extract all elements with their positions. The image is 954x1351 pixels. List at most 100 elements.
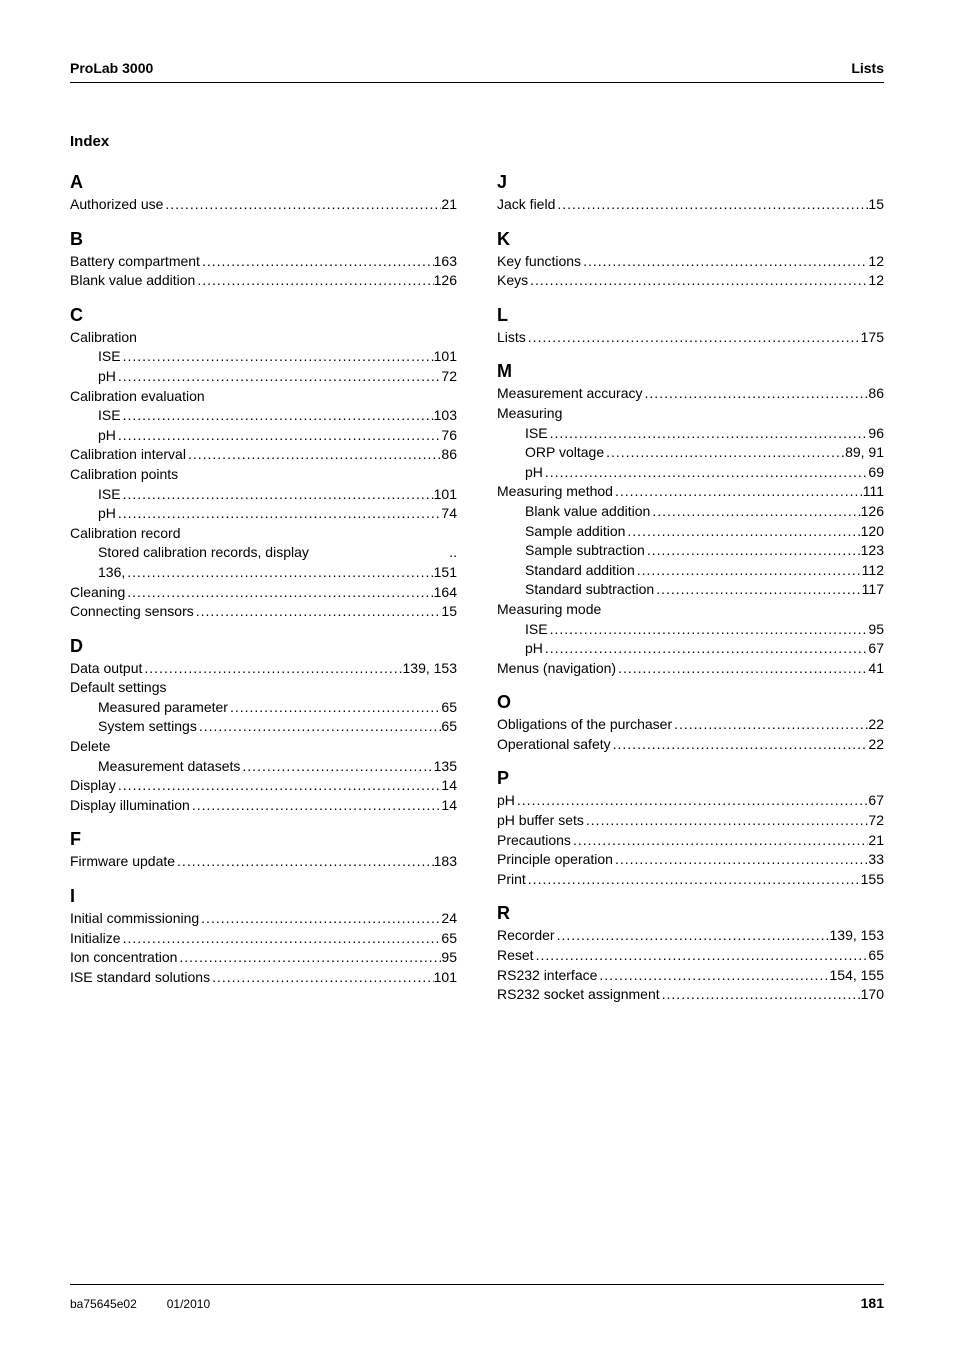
index-entry-label: Cleaning — [70, 583, 125, 603]
index-entry-dots: ........................................… — [571, 831, 868, 851]
index-entry: Calibration evaluation — [70, 387, 457, 407]
index-entry-dots: ........................................… — [526, 328, 861, 348]
index-entry-dots: ........................................… — [142, 659, 402, 679]
index-entry-page: 67 — [868, 639, 884, 659]
index-entry-page: 111 — [863, 482, 884, 502]
index-entry-dots: ........................................… — [177, 948, 441, 968]
index-entry-dots: ........................................… — [200, 252, 434, 272]
index-entry: ISE ....................................… — [70, 485, 457, 505]
index-entry-dots: ........................................… — [654, 580, 861, 600]
index-entry-page: 86 — [868, 384, 884, 404]
index-entry-label: System settings — [98, 717, 197, 737]
index-entry-dots: ........................................… — [555, 195, 868, 215]
index-entry-dots: ........................................… — [195, 271, 433, 291]
index-entry-label: pH — [98, 426, 116, 446]
index-entry-label: Initialize — [70, 929, 121, 949]
index-entry-label: Key functions — [497, 252, 581, 272]
index-entry-page: 67 — [868, 791, 884, 811]
index-entry: ORP voltage ............................… — [497, 443, 884, 463]
index-entry-dots: ........................................… — [121, 406, 434, 426]
index-left-column: AAuthorized use ........................… — [70, 172, 457, 1005]
index-entry-label: Keys — [497, 271, 528, 291]
index-entry-page: 151 — [434, 563, 457, 583]
index-entry-dots: ........................................… — [121, 485, 434, 505]
index-letter-heading: I — [70, 886, 457, 907]
index-entry: Obligations of the purchaser ...........… — [497, 715, 884, 735]
index-entry: Stored calibration records, display.. — [70, 543, 457, 563]
index-entry-label: Blank value addition — [70, 271, 195, 291]
index-entry-label: Precautions — [497, 831, 571, 851]
index-entry-page: 96 — [868, 424, 884, 444]
index-entry-dots: ........................................… — [604, 443, 845, 463]
index-entry-page: 101 — [434, 968, 457, 988]
index-entry-page: 14 — [441, 796, 457, 816]
index-entry: pH .....................................… — [497, 463, 884, 483]
index-entry-dots: ........................................… — [197, 717, 442, 737]
index-entry: System settings ........................… — [70, 717, 457, 737]
index-letter-heading: B — [70, 229, 457, 250]
index-entry-page: 12 — [868, 252, 884, 272]
index-entry-dots: ........................................… — [528, 271, 868, 291]
index-entry-page: 15 — [441, 602, 457, 622]
index-entry: Data output ............................… — [70, 659, 457, 679]
index-entry: Cleaning ...............................… — [70, 583, 457, 603]
index-entry-dots: ........................................… — [116, 776, 442, 796]
index-columns: AAuthorized use ........................… — [70, 172, 884, 1005]
index-entry-page: 72 — [441, 367, 457, 387]
index-entry: Principle operation ....................… — [497, 850, 884, 870]
index-entry: Standard addition ......................… — [497, 561, 884, 581]
index-letter-heading: C — [70, 305, 457, 326]
index-entry-page: 74 — [441, 504, 457, 524]
index-entry-label: Measured parameter — [98, 698, 228, 718]
index-entry-page: 117 — [862, 580, 884, 600]
index-entry: Key functions ..........................… — [497, 252, 884, 272]
index-entry: Delete — [70, 737, 457, 757]
footer-doc-id: ba75645e02 — [70, 1297, 137, 1311]
index-entry: 136, ...................................… — [70, 563, 457, 583]
index-entry-dots: ........................................… — [210, 968, 434, 988]
index-entry-dots: ........................................… — [548, 620, 869, 640]
index-entry: Initialize .............................… — [70, 929, 457, 949]
index-entry-page: 120 — [861, 522, 884, 542]
index-entry-label: pH buffer sets — [497, 811, 584, 831]
index-entry-page: 24 — [441, 909, 457, 929]
index-entry-page: 101 — [434, 347, 457, 367]
index-entry: Precautions ............................… — [497, 831, 884, 851]
index-entry-page: 123 — [861, 541, 884, 561]
index-entry-page: 22 — [868, 735, 884, 755]
index-entry: ISE ....................................… — [70, 406, 457, 426]
index-entry: Calibration points — [70, 465, 457, 485]
index-entry-dots: ........................................… — [650, 502, 860, 522]
index-entry: Measurement datasets ...................… — [70, 757, 457, 777]
index-entry-page: 65 — [441, 717, 457, 737]
index-entry-page: 155 — [861, 870, 884, 890]
index-entry-page: 41 — [868, 659, 884, 679]
index-entry-page: 164 — [434, 583, 457, 603]
index-entry-dots: ........................................… — [125, 563, 433, 583]
index-entry-dots: ........................................… — [515, 791, 869, 811]
index-entry-dots: ........................................… — [228, 698, 441, 718]
index-entry: Calibration interval ...................… — [70, 445, 457, 465]
index-entry-page: 154, 155 — [830, 966, 885, 986]
index-entry-page: 21 — [441, 195, 457, 215]
index-letter-heading: J — [497, 172, 884, 193]
index-entry-page: 14 — [441, 776, 457, 796]
index-entry-label: ISE — [98, 406, 121, 426]
index-entry: Standard subtraction ...................… — [497, 580, 884, 600]
index-entry-dots: ........................................… — [194, 602, 442, 622]
index-entry-page: 139, 153 — [830, 926, 885, 946]
index-entry-page: 33 — [868, 850, 884, 870]
index-entry-label: Operational safety — [497, 735, 611, 755]
index-entry-label: pH — [98, 367, 116, 387]
index-entry-label: Reset — [497, 946, 534, 966]
index-entry: ISE standard solutions .................… — [70, 968, 457, 988]
index-entry-page: 103 — [434, 406, 457, 426]
index-entry-page: 65 — [441, 929, 457, 949]
index-entry: Blank value addition ...................… — [497, 502, 884, 522]
index-entry-dots: ........................................… — [616, 659, 868, 679]
index-entry-label: Stored calibration records, display — [98, 543, 429, 563]
index-entry: Measurement accuracy ...................… — [497, 384, 884, 404]
index-entry-page: 69 — [868, 463, 884, 483]
index-entry-page: 89, 91 — [845, 443, 884, 463]
index-entry: Measuring method .......................… — [497, 482, 884, 502]
